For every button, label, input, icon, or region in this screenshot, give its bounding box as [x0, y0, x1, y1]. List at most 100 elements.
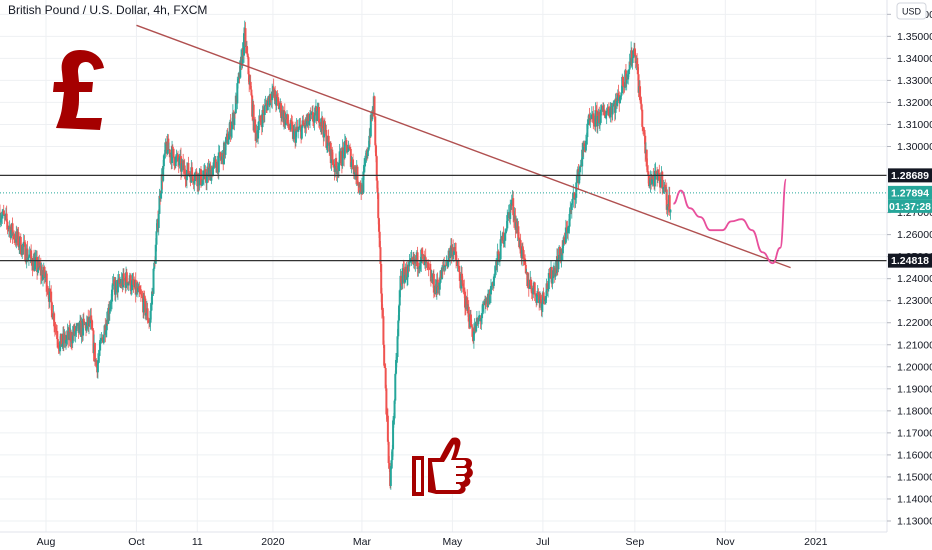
price-tick-label: 1.13000	[897, 515, 932, 527]
candle-body	[438, 282, 441, 290]
candle-body	[284, 117, 287, 125]
candle-body	[464, 291, 467, 308]
candle-body	[657, 170, 660, 174]
candle-body	[30, 257, 33, 266]
candle-body	[49, 288, 52, 292]
candle-body	[220, 156, 223, 160]
candle-body	[669, 209, 672, 213]
candle-body	[19, 236, 22, 254]
candle-body	[583, 143, 586, 147]
candle-body	[57, 344, 60, 349]
candle-body	[148, 322, 151, 324]
candle-body	[403, 274, 406, 283]
candle-body	[455, 251, 458, 261]
candle-body	[165, 142, 168, 144]
candle-body	[521, 246, 524, 251]
candle-body	[205, 172, 208, 184]
candle-body	[188, 173, 191, 176]
candle-body	[642, 129, 645, 131]
candle-body	[174, 156, 177, 167]
candle-body	[234, 112, 237, 114]
candle-body	[236, 83, 239, 104]
candle-body	[200, 184, 203, 186]
candle-body	[380, 293, 383, 310]
candle-body	[134, 279, 137, 295]
candle-body	[343, 141, 346, 158]
candle-body	[517, 226, 520, 238]
candle-body	[132, 279, 135, 286]
candle-body	[503, 240, 506, 244]
candle-body	[457, 265, 460, 267]
candle-body	[347, 146, 350, 151]
candle-body	[519, 240, 522, 254]
candle-body	[64, 334, 67, 344]
candle-body	[342, 147, 345, 151]
candle-body	[193, 181, 196, 184]
candle-body	[442, 264, 445, 270]
candle-body	[661, 171, 664, 189]
price-tick-label: 1.34000	[897, 53, 932, 65]
candle-body	[346, 150, 349, 153]
candle-body	[392, 420, 395, 450]
candle-body	[346, 144, 349, 153]
candle-body	[607, 109, 610, 115]
candle-body	[418, 265, 421, 269]
candle-body	[595, 110, 598, 111]
candle-body	[398, 290, 401, 306]
candle-body	[383, 344, 386, 366]
candle-body	[454, 247, 457, 252]
candle-body	[34, 257, 37, 261]
candle-body	[364, 160, 367, 162]
candle-body	[211, 167, 214, 177]
candle-body	[0, 219, 2, 223]
candle-body	[125, 272, 128, 283]
price-axis[interactable]: 1.360001.350001.340001.330001.320001.310…	[886, 0, 932, 532]
candle-body	[574, 197, 577, 200]
candle-body	[140, 294, 143, 297]
candle-body	[201, 178, 204, 185]
thumbs-up-icon	[412, 437, 473, 496]
level-price-label: 1.24818	[891, 255, 929, 267]
price-tick-label: 1.20000	[897, 361, 932, 373]
candle-body	[43, 266, 46, 278]
currency-button[interactable]	[896, 2, 927, 20]
candle-body	[443, 266, 446, 267]
candle-body	[367, 147, 370, 151]
candle-body	[290, 120, 293, 124]
time-axis[interactable]: Aug Oct 11 2020 Mar May Jul Sep Nov 2021	[0, 531, 887, 548]
candle-body	[308, 121, 311, 125]
candle-body	[44, 277, 47, 279]
candle-body	[432, 273, 435, 293]
candle-body	[475, 321, 478, 332]
candle-body	[266, 100, 269, 111]
candle-body	[420, 249, 423, 264]
level-price-box	[888, 168, 932, 183]
candle-body	[582, 143, 585, 151]
candle-body	[310, 112, 313, 115]
candle-body	[389, 466, 392, 486]
candle-body	[544, 299, 547, 302]
candle-body	[294, 131, 297, 143]
candle-body	[159, 193, 162, 199]
candle-body	[136, 287, 139, 293]
candle-body	[53, 326, 56, 328]
candle-body	[325, 130, 328, 148]
candle-body	[234, 95, 237, 114]
candle-body	[480, 318, 483, 322]
candle-body	[604, 115, 607, 119]
time-tick-label: Aug	[37, 536, 56, 548]
candle-body	[411, 257, 414, 260]
candle-body	[488, 289, 491, 305]
level-price-box	[888, 185, 932, 200]
candle-body	[616, 93, 619, 101]
candle-body	[187, 163, 190, 175]
grid	[0, 0, 887, 532]
candle-body	[449, 250, 452, 259]
candle-body	[90, 320, 93, 330]
level-price-label: 1.28689	[891, 170, 929, 182]
candle-body	[572, 192, 575, 199]
candle-body	[664, 184, 667, 192]
candle-body	[105, 319, 108, 331]
candle-body	[426, 262, 429, 263]
